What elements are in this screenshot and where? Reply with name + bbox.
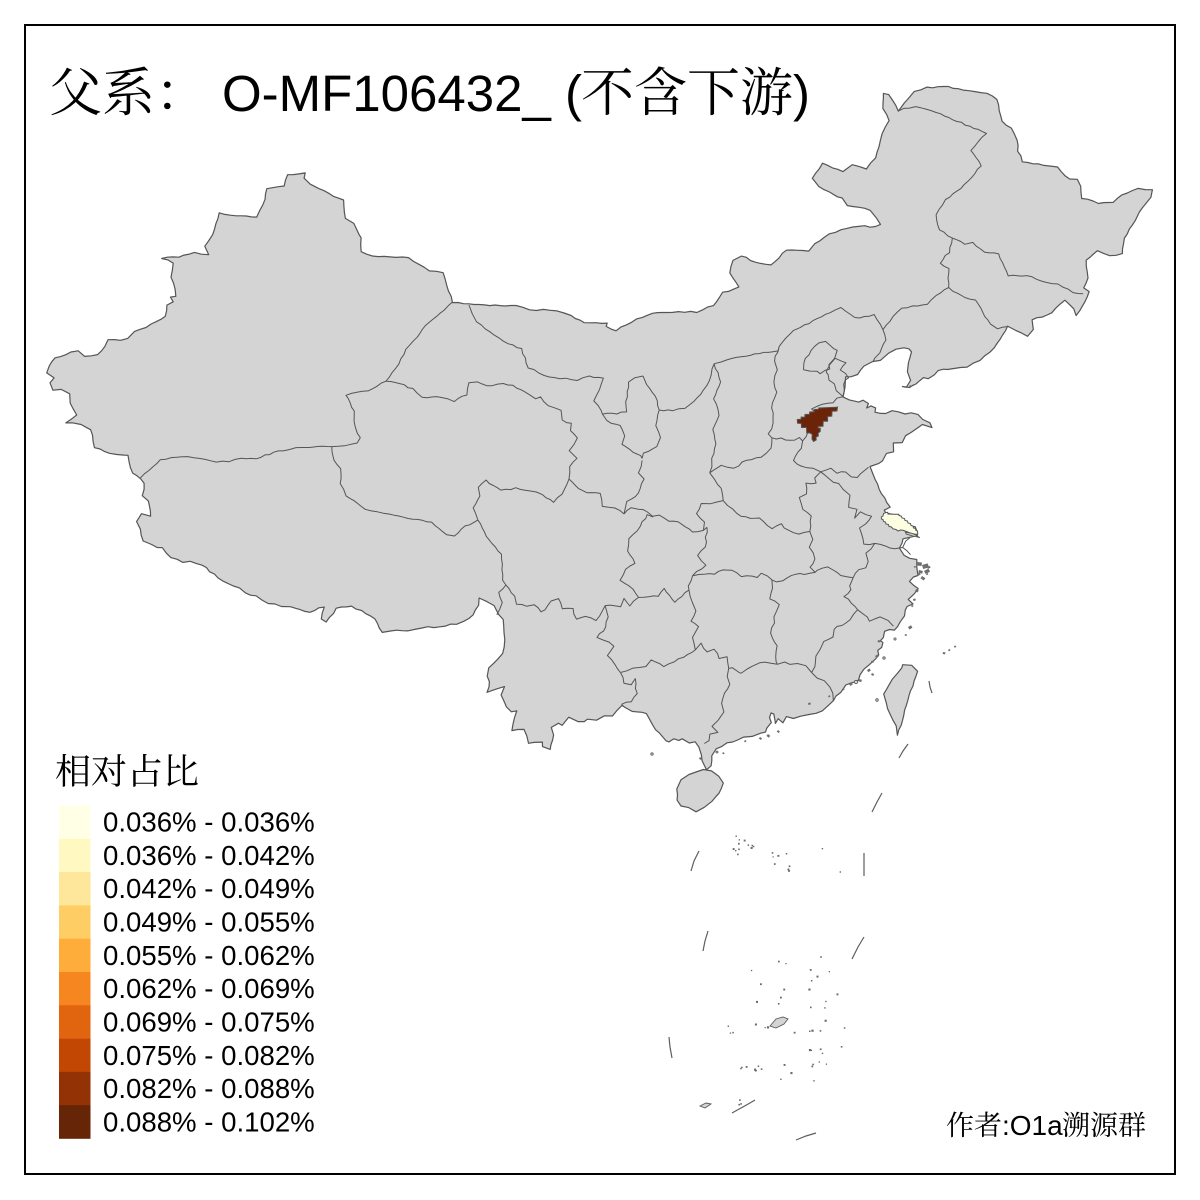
svg-text:0.062% - 0.069%: 0.062% - 0.069% <box>103 973 315 1004</box>
svg-text:0.036% - 0.042%: 0.036% - 0.042% <box>103 840 315 871</box>
svg-text:0.069% - 0.075%: 0.069% - 0.075% <box>103 1006 315 1037</box>
svg-text:O-MF106432_ (: O-MF106432_ ( <box>222 65 582 122</box>
svg-text:0.042% - 0.049%: 0.042% - 0.049% <box>103 873 315 904</box>
svg-text:0.075% - 0.082%: 0.075% - 0.082% <box>103 1040 315 1071</box>
svg-text:0.049% - 0.055%: 0.049% - 0.055% <box>103 907 315 938</box>
svg-text:0.055% - 0.062%: 0.055% - 0.062% <box>103 940 315 971</box>
svg-text:0.082% - 0.088%: 0.082% - 0.088% <box>103 1073 315 1104</box>
svg-text::O1a: :O1a <box>1002 1110 1063 1141</box>
svg-text:0.036% - 0.036%: 0.036% - 0.036% <box>103 807 315 838</box>
svg-text:): ) <box>793 65 810 122</box>
svg-text:0.088% - 0.102%: 0.088% - 0.102% <box>103 1106 315 1137</box>
